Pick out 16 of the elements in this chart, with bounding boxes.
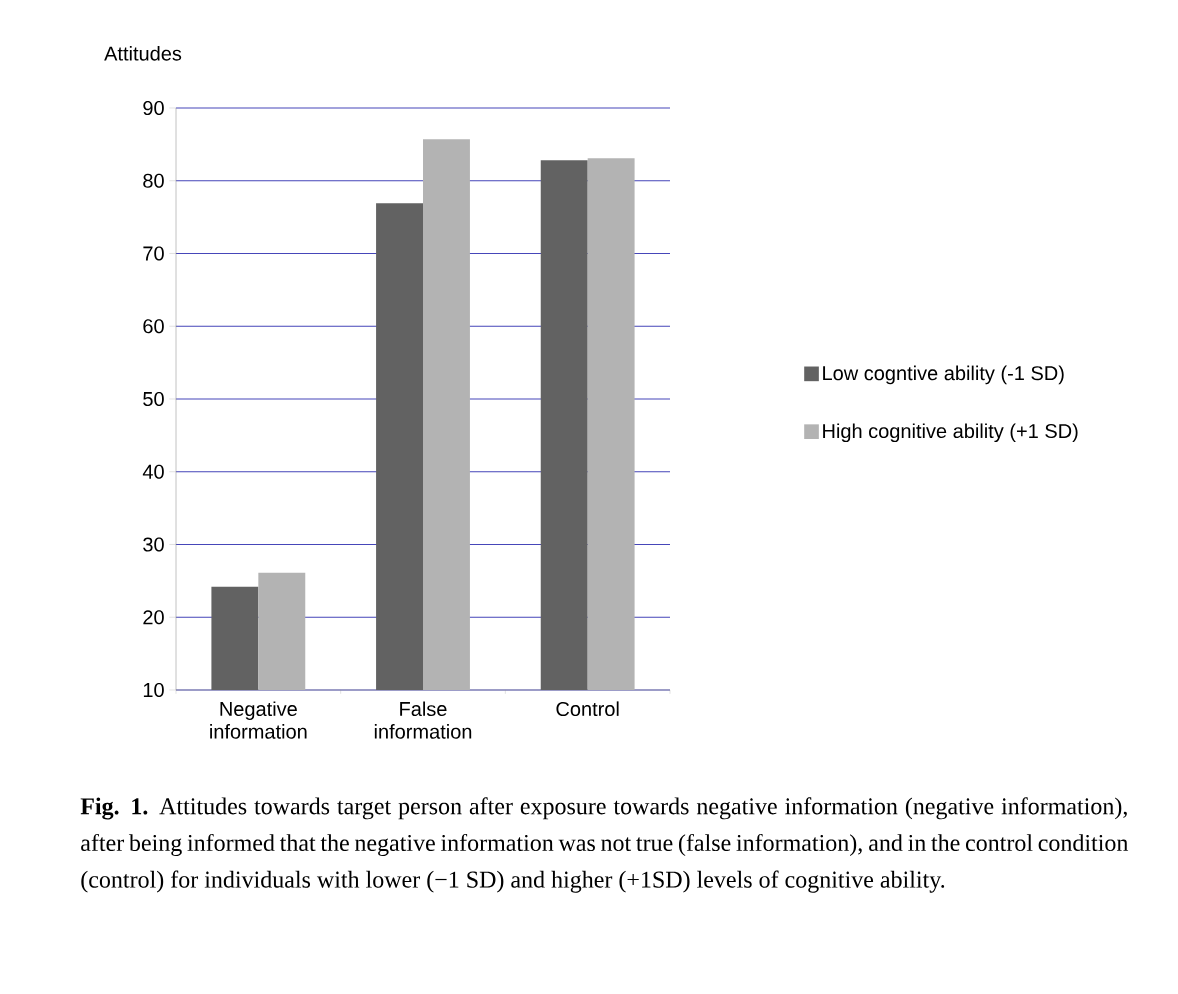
y-tick-label: 70 — [143, 246, 164, 261]
y-tick-label: 60 — [143, 319, 164, 334]
y-tick-label: 40 — [142, 464, 164, 479]
y-tick-label: 30 — [143, 537, 164, 552]
y-tick-label: 90 — [143, 100, 164, 116]
legend-label: High cognitive ability (+1 SD) — [823, 423, 1078, 443]
y-axis-title: Attitudes — [104, 45, 182, 61]
y-tick-label: 20 — [143, 610, 164, 625]
text: Fig. 1. Attitudes towards target person after exposure towards negative information (negative information), after being informed that the negative information was not true (false information), and in the control condition (control) for individuals with lower (−1 SD) and higher (+1SD) levels of cognitive ability. — [80, 797, 1129, 893]
y-tick-label: 80 — [143, 173, 164, 188]
legend-label: Low cogntive ability (-1 SD) — [823, 365, 1064, 385]
x-tick-label: Negative information — [210, 701, 307, 739]
y-tick-label: 50 — [143, 391, 164, 407]
x-tick-label: Control — [556, 701, 619, 717]
x-tick-label: False information — [374, 701, 472, 739]
y-tick-label: 10 — [143, 682, 164, 698]
